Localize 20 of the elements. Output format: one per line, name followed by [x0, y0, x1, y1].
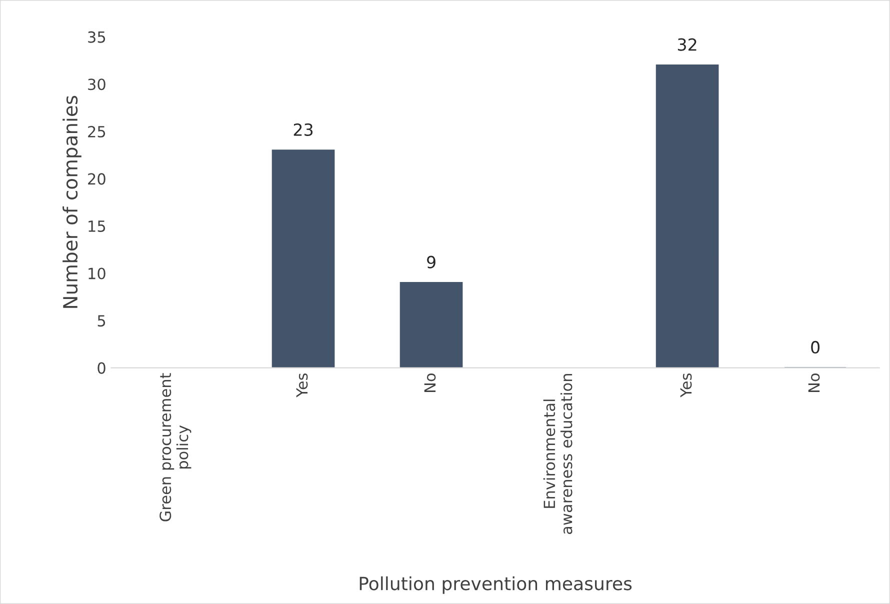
data-label: 23 [294, 123, 313, 136]
y-tick-label: 20 [88, 173, 106, 185]
y-tick-label: 15 [88, 220, 106, 232]
x-tick-label: Green procurement policy [160, 373, 192, 522]
data-label: 0 [811, 340, 820, 354]
data-label: 9 [427, 256, 436, 268]
data-label: 32 [678, 38, 696, 51]
x-tick-label: Environmental awareness education [543, 374, 572, 534]
x-tick-label: Yes [296, 373, 308, 398]
x-axis-title: Pollution prevention measures [360, 576, 632, 594]
y-tick-label: 5 [98, 315, 106, 327]
y-axis-title: Number of companies [62, 96, 82, 308]
y-tick-label: 0 [98, 362, 106, 374]
x-tick-label: No [808, 374, 820, 392]
y-tick-label: 35 [88, 31, 106, 43]
x-tick-label: Yes [680, 373, 692, 398]
y-tick-label: 25 [88, 126, 106, 138]
y-tick-label: 10 [88, 268, 106, 280]
y-tick-label: 30 [88, 78, 106, 90]
x-tick-label: No [424, 374, 436, 392]
